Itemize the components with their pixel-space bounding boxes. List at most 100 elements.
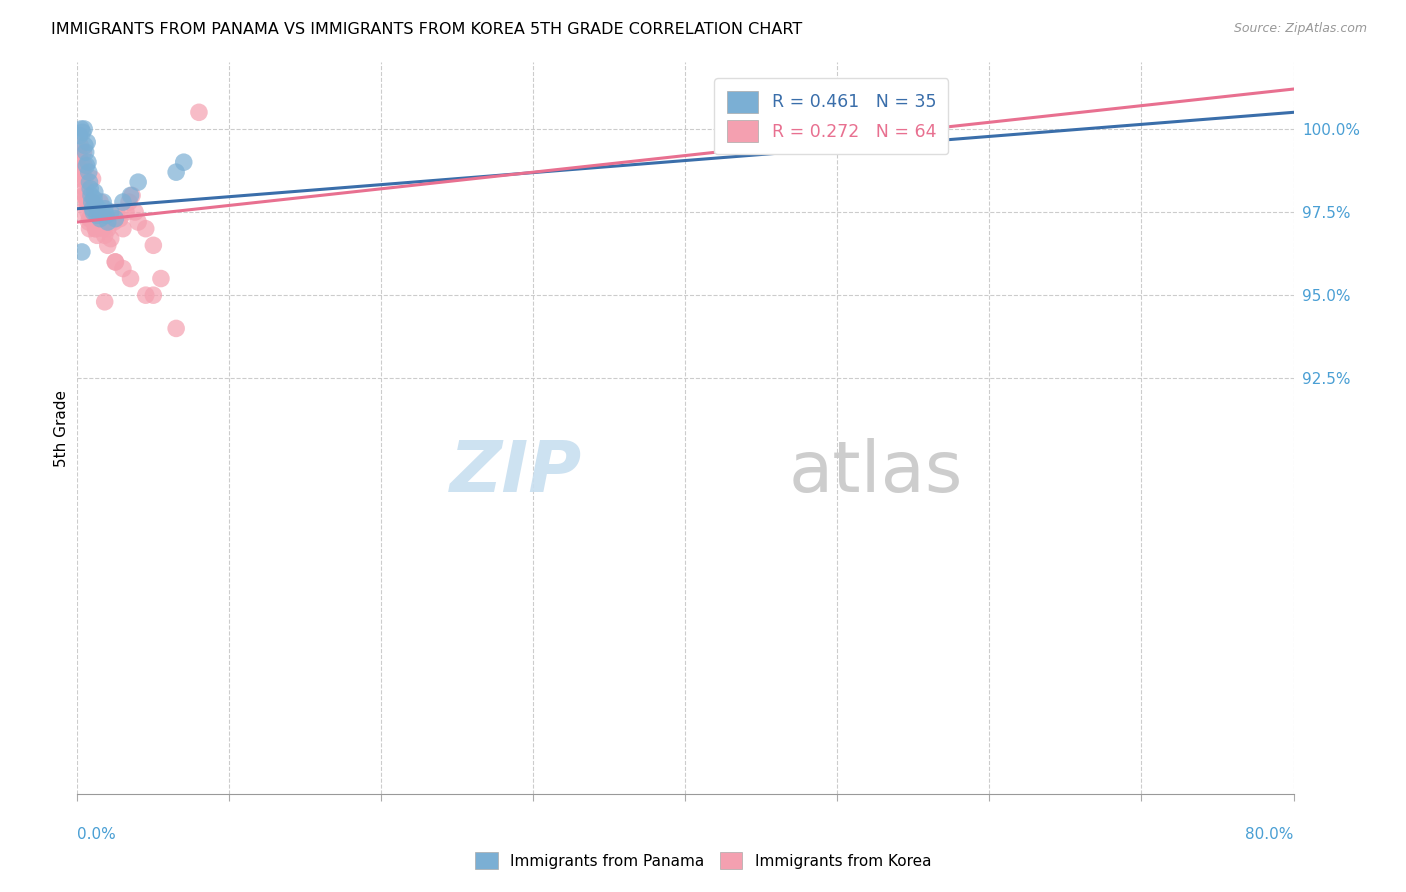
Point <box>89 211 111 226</box>
Point <box>142 288 165 302</box>
Point <box>77 205 100 219</box>
Point <box>96 211 118 226</box>
Point <box>165 321 187 335</box>
Point <box>90 215 112 229</box>
Point <box>84 198 107 212</box>
Point <box>75 195 97 210</box>
Point <box>80 188 103 202</box>
Point <box>111 195 134 210</box>
Point <box>70 155 93 169</box>
Point <box>87 202 110 216</box>
Point <box>97 221 120 235</box>
Point <box>70 244 93 259</box>
Point <box>83 192 105 206</box>
Point <box>72 188 94 202</box>
Point <box>69 128 91 143</box>
Point <box>69 148 91 162</box>
Point <box>80 202 103 216</box>
Point <box>93 228 115 243</box>
Point <box>100 232 122 246</box>
Text: 0.0%: 0.0% <box>77 827 117 841</box>
Point <box>135 288 157 302</box>
Point <box>82 205 104 219</box>
Point <box>127 175 149 189</box>
Point <box>111 261 134 276</box>
Point <box>104 255 127 269</box>
Point <box>77 195 100 210</box>
Point <box>75 159 97 173</box>
Point <box>69 138 91 153</box>
Point <box>79 175 101 189</box>
Point <box>93 202 115 216</box>
Point <box>83 185 105 199</box>
Point <box>91 195 114 210</box>
Point <box>84 221 107 235</box>
Point <box>69 171 91 186</box>
Point <box>127 215 149 229</box>
Point <box>142 238 165 252</box>
Point <box>70 171 93 186</box>
Point <box>75 145 97 160</box>
Point <box>149 271 172 285</box>
Legend: R = 0.461   N = 35, R = 0.272   N = 64: R = 0.461 N = 35, R = 0.272 N = 64 <box>714 78 948 154</box>
Point <box>91 221 114 235</box>
Point <box>79 211 101 226</box>
Point <box>77 155 100 169</box>
Text: Source: ZipAtlas.com: Source: ZipAtlas.com <box>1233 22 1367 36</box>
Point <box>173 155 195 169</box>
Point <box>79 182 101 196</box>
Point <box>72 125 94 139</box>
Point <box>72 145 94 160</box>
Text: atlas: atlas <box>789 438 963 507</box>
Point <box>67 161 90 176</box>
Point <box>84 221 107 235</box>
Point <box>82 202 104 216</box>
Text: ZIP: ZIP <box>450 438 582 507</box>
Point <box>73 122 96 136</box>
Point <box>77 165 100 179</box>
Point <box>82 195 104 210</box>
Point <box>118 195 141 210</box>
Point <box>72 165 94 179</box>
Point <box>86 208 108 222</box>
Point <box>89 211 111 226</box>
Point <box>79 221 101 235</box>
Point <box>76 135 98 149</box>
Point <box>104 211 127 226</box>
Point <box>188 105 211 120</box>
Text: IMMIGRANTS FROM PANAMA VS IMMIGRANTS FROM KOREA 5TH GRADE CORRELATION CHART: IMMIGRANTS FROM PANAMA VS IMMIGRANTS FRO… <box>51 22 801 37</box>
Point <box>105 205 128 219</box>
Point <box>70 122 93 136</box>
Point <box>111 221 134 235</box>
Point <box>124 205 146 219</box>
Point <box>70 205 93 219</box>
Point <box>121 188 143 202</box>
Point <box>80 195 103 210</box>
Point <box>77 215 100 229</box>
Point <box>100 205 122 219</box>
Point <box>73 188 96 202</box>
Point <box>75 188 97 202</box>
Point <box>165 165 187 179</box>
Point <box>73 138 96 153</box>
Point <box>115 205 138 219</box>
Point <box>82 171 104 186</box>
Point <box>86 228 108 243</box>
Point <box>87 205 110 219</box>
Point <box>75 182 97 196</box>
Legend: Immigrants from Panama, Immigrants from Korea: Immigrants from Panama, Immigrants from … <box>468 846 938 875</box>
Point <box>93 294 115 309</box>
Point <box>103 215 125 229</box>
Point <box>82 205 104 219</box>
Point <box>80 195 103 210</box>
Point <box>87 205 110 219</box>
Point <box>79 211 101 226</box>
Point <box>135 221 157 235</box>
Point <box>120 188 142 202</box>
Point <box>120 271 142 285</box>
Point <box>73 171 96 186</box>
Point <box>96 208 118 222</box>
Point <box>73 159 96 173</box>
Y-axis label: 5th Grade: 5th Grade <box>53 390 69 467</box>
Point <box>76 195 98 210</box>
